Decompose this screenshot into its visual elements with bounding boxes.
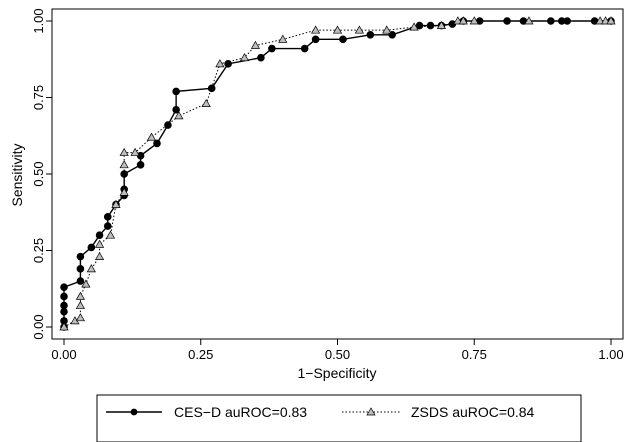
data-point-zsds (469, 16, 479, 25)
series-line-2 (63, 20, 611, 328)
data-point-ces-d (153, 139, 161, 148)
data-point-ces-d (136, 161, 145, 169)
legend-label-zsds: ZSDS auROC=0.84 (411, 404, 535, 420)
y-tick-label: 0.00 (31, 314, 46, 339)
legend-key-zsds (342, 407, 400, 416)
data-point-zsds (105, 230, 116, 239)
data-point-ces-d (164, 121, 172, 129)
data-point-zsds (382, 25, 392, 34)
data-point-zsds (111, 199, 121, 208)
data-point-zsds (75, 313, 86, 322)
data-point-ces-d (60, 283, 68, 292)
data-point-zsds (174, 111, 184, 120)
series-line-1 (63, 20, 611, 327)
data-point-ces-d (87, 243, 96, 252)
data-point-ces-d (60, 292, 68, 301)
legend-box (96, 394, 582, 442)
data-point-zsds (524, 16, 534, 25)
data-point-ces-d (95, 231, 104, 240)
y-tick-label: 0.50 (31, 161, 46, 186)
legend-key-ces-d (106, 408, 162, 416)
data-point-ces-d (366, 30, 375, 39)
data-point-zsds (436, 20, 447, 29)
x-tick-label: 0.50 (325, 347, 350, 362)
data-point-ces-d (60, 301, 68, 310)
y-tick-label: 1.00 (31, 8, 46, 33)
data-point-zsds (146, 132, 157, 141)
data-point-ces-d (172, 87, 180, 96)
legend-marker-ces-d (130, 408, 138, 416)
data-point-ces-d (311, 35, 320, 44)
data-point-zsds (94, 251, 105, 260)
data-point-zsds (94, 239, 105, 248)
data-point-ces-d (339, 35, 347, 44)
x-tick-label: 0.25 (188, 347, 213, 362)
data-point-zsds (130, 147, 140, 156)
data-point-zsds (86, 264, 96, 273)
data-point-ces-d (103, 222, 112, 230)
data-point-zsds (239, 53, 250, 62)
data-point-zsds (600, 16, 611, 25)
y-tick-label: 0.75 (31, 85, 46, 110)
x-tick-label: 0.00 (51, 347, 76, 362)
data-point-ces-d (503, 17, 511, 25)
data-point-zsds (75, 300, 86, 309)
data-point-ces-d (76, 252, 85, 261)
data-point-zsds (119, 160, 129, 169)
data-point-zsds (250, 40, 261, 49)
data-point-zsds (332, 25, 343, 34)
data-point-zsds (75, 291, 86, 300)
data-point-ces-d (257, 53, 265, 62)
data-point-ces-d (76, 265, 85, 273)
x-tick-label: 0.75 (462, 347, 487, 362)
data-point-zsds (606, 16, 616, 25)
data-point-ces-d (207, 84, 216, 93)
data-point-zsds (458, 16, 468, 25)
data-point-zsds (311, 25, 321, 34)
data-point-ces-d (300, 44, 309, 53)
x-axis-title: 1−Specificity (298, 365, 377, 381)
data-point-zsds (595, 16, 605, 25)
data-point-ces-d (76, 277, 85, 285)
data-point-zsds (119, 147, 129, 156)
data-point-zsds (215, 59, 225, 68)
data-point-ces-d (172, 105, 180, 114)
legend-label-ces-d: CES−D auROC=0.83 (174, 404, 307, 420)
legend: CES−D auROC=0.83 ZSDS auROC=0.84 (96, 394, 582, 442)
y-axis-title: Sensitivity (9, 143, 25, 206)
data-point-ces-d (268, 44, 276, 53)
data-point-zsds (119, 187, 129, 196)
plot-region: 0.00 0.25 0.50 0.75 1.00 0.00 0.25 0.50 0.75 1.00 (31, 8, 624, 362)
x-tick-label: 1.00 (598, 347, 623, 362)
data-point-ces-d (426, 21, 435, 30)
data-point-ces-d (103, 213, 112, 221)
data-point-zsds (278, 34, 288, 43)
plot-frame (51, 8, 624, 340)
data-point-zsds (81, 279, 91, 288)
data-point-zsds (409, 22, 419, 31)
data-point-zsds (453, 16, 463, 25)
y-tick-label: 0.25 (31, 238, 46, 263)
data-point-zsds (354, 25, 364, 34)
legend-marker-zsds (366, 407, 376, 416)
data-point-zsds (59, 322, 69, 331)
data-point-zsds (201, 98, 211, 107)
